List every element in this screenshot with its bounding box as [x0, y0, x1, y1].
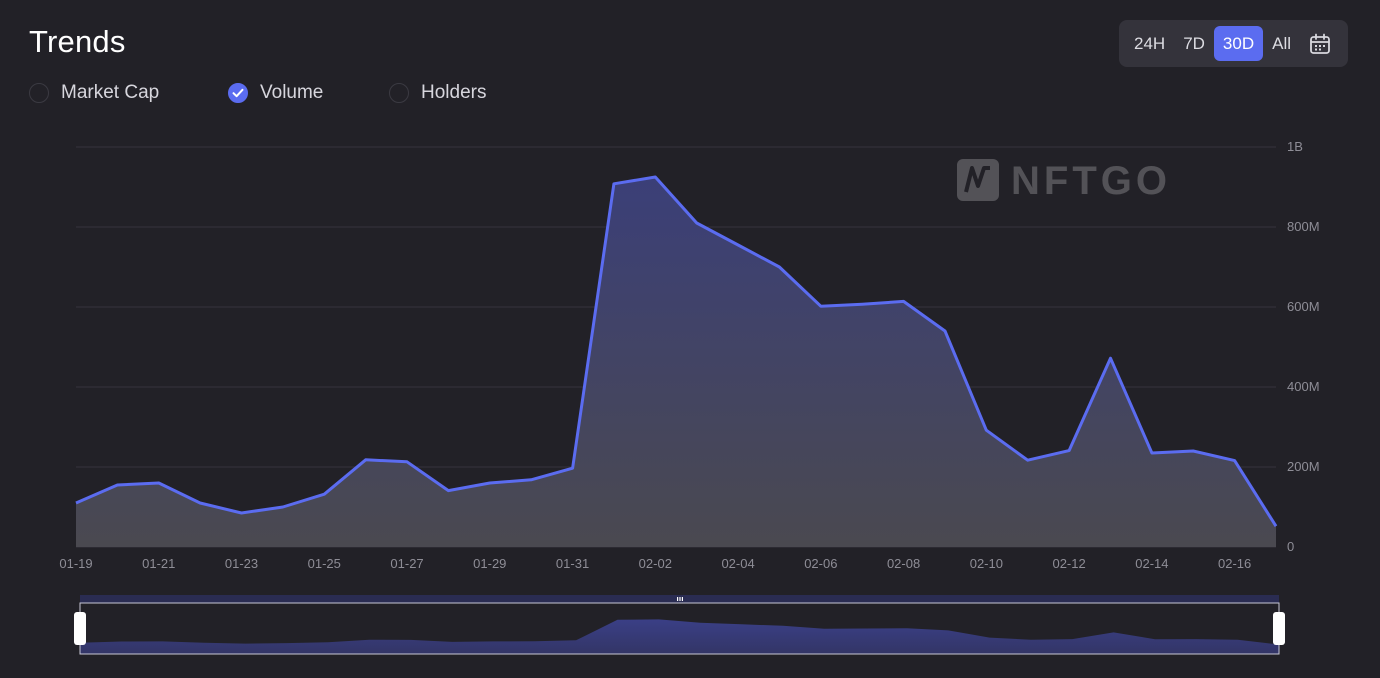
range-all-button[interactable]: All — [1272, 34, 1292, 53]
x-tick-label: 01-23 — [225, 556, 258, 571]
holders-radio[interactable] — [389, 83, 409, 103]
volume-radio[interactable] — [228, 83, 248, 103]
range-7d-button[interactable]: 7D — [1183, 34, 1205, 53]
metric-volume[interactable]: Volume — [228, 82, 389, 104]
x-tick-label: 02-14 — [1135, 556, 1168, 571]
range-24h-button[interactable]: 24H — [1134, 34, 1166, 53]
x-tick-label: 02-04 — [721, 556, 754, 571]
x-tick-label: 01-19 — [59, 556, 92, 571]
market-cap-radio[interactable] — [29, 83, 49, 103]
metric-label: Holders — [421, 82, 487, 103]
y-tick-label: 0 — [1287, 539, 1294, 554]
navigator-left-handle[interactable] — [74, 612, 86, 645]
y-tick-label: 200M — [1287, 459, 1320, 474]
range-navigator[interactable] — [74, 595, 1285, 655]
x-tick-label: 02-02 — [639, 556, 672, 571]
x-tick-label: 01-29 — [473, 556, 506, 571]
time-range-selector: 24H 7D 30D All — [1119, 20, 1348, 67]
nftgo-watermark: NFTGO — [957, 159, 1171, 203]
range-30d-button[interactable]: 30D — [1213, 26, 1264, 61]
x-tick-label: 01-31 — [556, 556, 589, 571]
navigator-right-handle[interactable] — [1273, 612, 1285, 645]
x-tick-label: 02-16 — [1218, 556, 1251, 571]
y-tick-label: 600M — [1287, 299, 1320, 314]
metric-market-cap[interactable]: Market Cap — [29, 82, 228, 104]
x-tick-label: 02-06 — [804, 556, 837, 571]
x-tick-label: 02-10 — [970, 556, 1003, 571]
page-title: Trends — [29, 24, 126, 59]
x-tick-label: 02-08 — [887, 556, 920, 571]
metric-label: Volume — [260, 82, 324, 103]
volume-line — [75, 175, 1278, 528]
volume-series — [75, 175, 1278, 547]
navigator-mini-area — [80, 619, 1279, 654]
y-tick-label: 400M — [1287, 379, 1320, 394]
x-tick-label: 01-25 — [308, 556, 341, 571]
calendar-icon[interactable] — [1308, 32, 1332, 56]
navigator-grip[interactable] — [677, 597, 683, 601]
x-tick-label: 01-27 — [390, 556, 423, 571]
y-axis-ticks: 0 200M 400M 600M 800M 1B — [1287, 139, 1320, 554]
x-tick-label: 02-12 — [1052, 556, 1085, 571]
x-tick-label: 01-21 — [142, 556, 175, 571]
y-tick-label: 1B — [1287, 139, 1303, 154]
x-axis-ticks: 01-19 01-21 01-23 01-25 01-27 01-29 01-31 02-02… — [59, 556, 1251, 571]
volume-area — [76, 177, 1276, 547]
watermark-text: NFTGO — [1011, 159, 1171, 203]
y-tick-label: 800M — [1287, 219, 1320, 234]
metric-label: Market Cap — [61, 82, 160, 103]
metric-holders[interactable]: Holders — [389, 82, 486, 104]
check-icon — [232, 88, 244, 98]
metric-selector: Market Cap Volume Holders — [29, 82, 486, 104]
